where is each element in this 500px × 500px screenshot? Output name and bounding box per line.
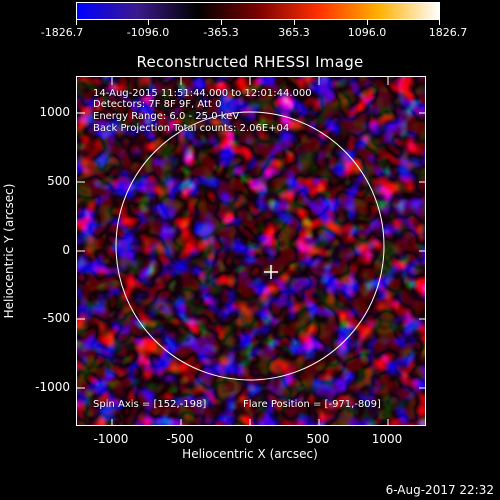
colorbar-tick-label: -1096.0: [126, 26, 170, 39]
axis-ticks: [77, 77, 425, 425]
y-tick-label: -500: [42, 311, 70, 325]
emission-texture: [77, 77, 425, 425]
rhessi-image-map: [77, 77, 425, 425]
x-tick-label: 0: [245, 432, 253, 446]
y-axis-label: Heliocentric Y (arcsec): [2, 183, 16, 319]
colorbar-tick-label: 1826.7: [428, 26, 468, 39]
info-method-counts: Back Projection Total counts: 2.06E+04: [93, 123, 290, 134]
colorbar-tick-label: 365.3: [278, 26, 310, 39]
y-tick-label: -1000: [35, 380, 70, 394]
x-axis-label: Heliocentric X (arcsec): [182, 447, 318, 461]
colorbar-tick-mark: [76, 20, 77, 25]
colorbar-tick-mark: [294, 20, 295, 25]
colorbar-gradient: [77, 3, 439, 19]
image-plot-area: 14-Aug-2015 11:51:44.000 to 12:01:44.000…: [76, 76, 426, 426]
render-timestamp: 6-Aug-2017 22:32: [385, 483, 494, 497]
info-detectors: Detectors: 7F 8F 9F, Att 0: [93, 99, 222, 110]
colorbar-tick-label: -1826.7: [40, 26, 84, 39]
colorbar: [76, 2, 440, 20]
x-tick-label: -1000: [93, 432, 129, 446]
info-spin-axis: Spin Axis = [152,-198]: [93, 399, 207, 410]
y-tick-label: 500: [47, 174, 70, 188]
info-flare-position: Flare Position = [-971,-809]: [243, 399, 381, 410]
y-tick-label: 1000: [39, 105, 70, 119]
colorbar-tick-mark: [148, 20, 149, 25]
x-tick-label: 500: [306, 432, 330, 446]
info-energy-range: Energy Range: 6.0 - 25.0 keV: [93, 111, 240, 122]
solar-limb-circle: [115, 111, 385, 381]
x-tick-label: -500: [166, 432, 194, 446]
colorbar-tick-label: -365.3: [203, 26, 239, 39]
colorbar-tick-mark: [439, 20, 440, 25]
colorbar-tick-mark: [221, 20, 222, 25]
y-tick-label: 0: [62, 243, 70, 257]
info-time-range: 14-Aug-2015 11:51:44.000 to 12:01:44.000: [93, 88, 312, 99]
colorbar-tick-label: 1096.0: [347, 26, 387, 39]
plot-title: Reconstructed RHESSI Image: [136, 53, 364, 71]
colorbar-tick-mark: [367, 20, 368, 25]
x-tick-label: 1000: [371, 432, 403, 446]
